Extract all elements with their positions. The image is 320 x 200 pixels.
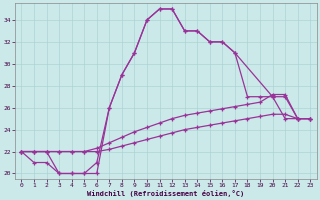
X-axis label: Windchill (Refroidissement éolien,°C): Windchill (Refroidissement éolien,°C) [87,190,244,197]
